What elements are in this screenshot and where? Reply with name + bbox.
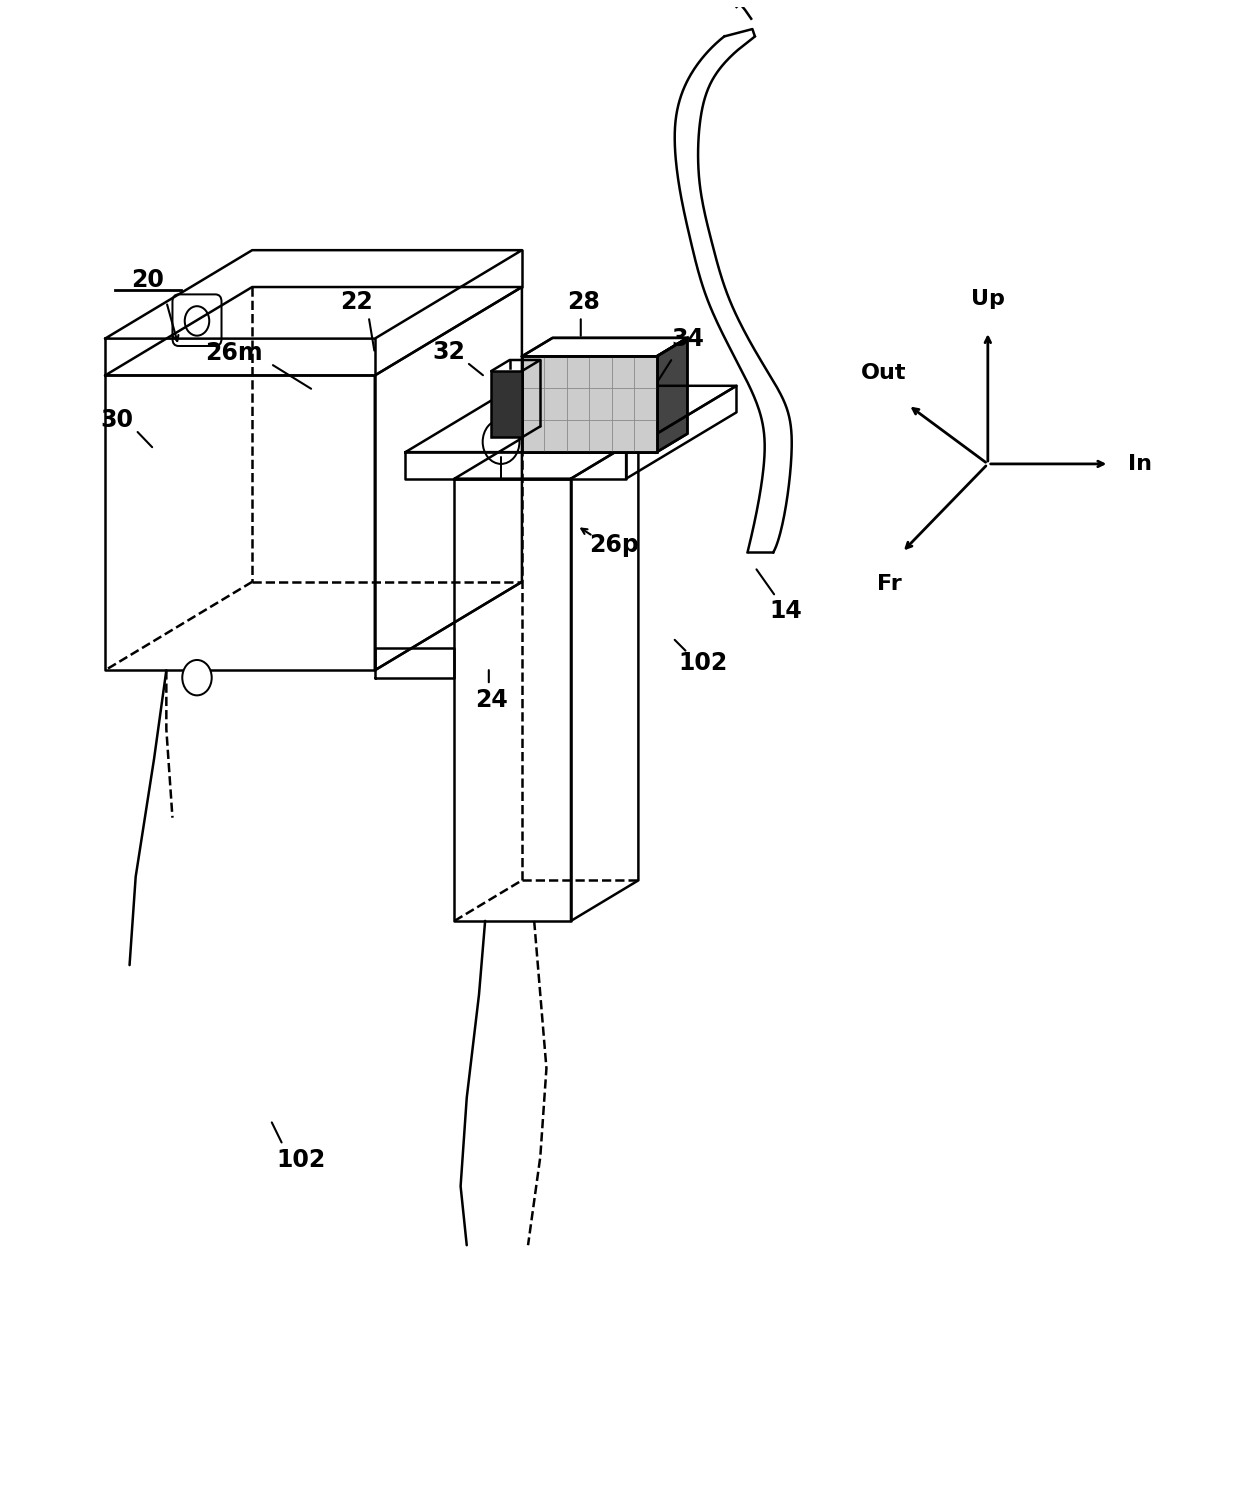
Circle shape xyxy=(185,307,210,336)
Text: 24: 24 xyxy=(475,687,507,711)
Text: 34: 34 xyxy=(671,327,704,351)
Polygon shape xyxy=(657,338,687,452)
Text: 102: 102 xyxy=(277,1147,326,1171)
FancyBboxPatch shape xyxy=(172,295,222,347)
Circle shape xyxy=(182,661,212,695)
Text: 32: 32 xyxy=(432,339,465,365)
Text: Up: Up xyxy=(971,289,1004,310)
Text: 30: 30 xyxy=(100,408,134,432)
Text: 102: 102 xyxy=(678,650,728,676)
Circle shape xyxy=(482,420,520,464)
Text: 22: 22 xyxy=(340,290,373,314)
Text: 26p: 26p xyxy=(589,533,639,557)
Polygon shape xyxy=(522,356,657,452)
Text: 28: 28 xyxy=(567,290,600,314)
Text: Out: Out xyxy=(861,363,906,382)
Text: 26m: 26m xyxy=(205,341,263,366)
Text: Fr: Fr xyxy=(878,574,903,595)
Text: 20: 20 xyxy=(131,268,165,292)
Text: In: In xyxy=(1127,454,1152,473)
Text: 14: 14 xyxy=(769,600,802,623)
Polygon shape xyxy=(491,371,522,437)
